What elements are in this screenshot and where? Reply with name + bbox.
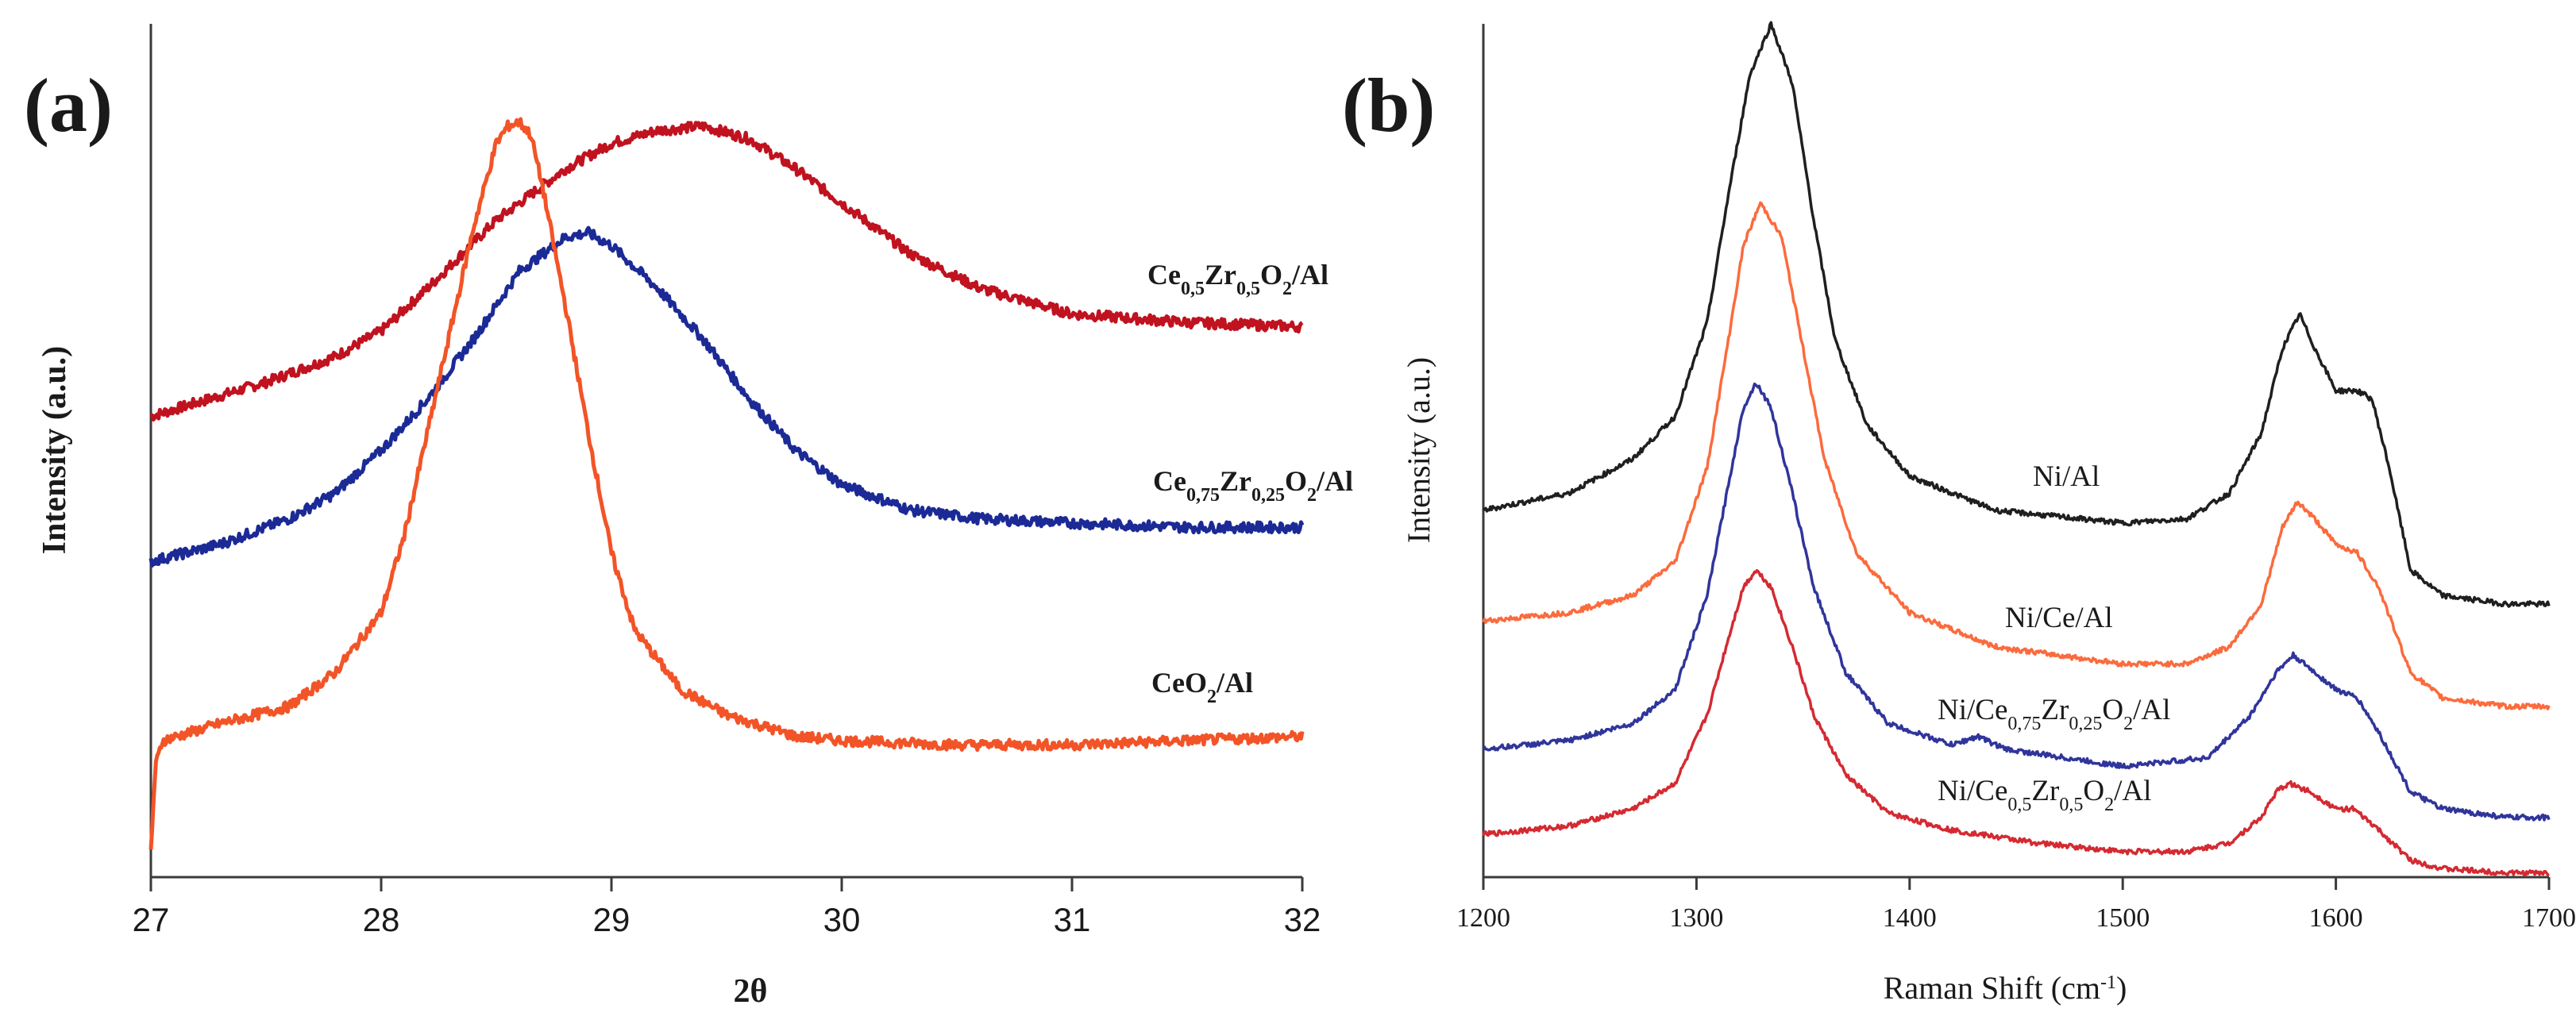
series-line-ce0-5zr0-5o2-al [149,121,1304,422]
series-line-ni-ce0-75zr0-25o2-al [1482,382,2551,822]
x-tick-label: 1500 [2096,903,2150,933]
series-line-ni-ce-al [1482,201,2551,710]
panel-b-chart: 1200 1300 1400 1500 1600 1700 Intensity (a.u.… [1401,21,2576,1006]
series-label-ni-ce05zr05o2-al: Ni/Ce0,5Zr0,5O2/Al [1938,775,2151,815]
panel-a-x-ticks: 27 28 29 30 31 32 [133,877,1321,938]
series-line-ni-al [1482,21,2551,608]
x-tick-label: 28 [363,901,400,938]
x-tick-label: 1600 [2309,903,2363,933]
series-line-ceo2-al [148,117,1305,850]
series-label-ce05zr05o2-al: Ce0,5Zr0,5O2/Al [1147,259,1328,299]
panel-b-letter: (b) [1342,63,1435,148]
x-tick-label: 1200 [1456,903,1510,933]
panel-b-x-axis-title: Raman Shift (cm-1) [1884,970,2127,1006]
series-label-ni-ce-al: Ni/Ce/Al [2005,602,2113,634]
series-label-ni-ce075zr025o2-al: Ni/Ce0,75Zr0,25O2/Al [1938,694,2170,734]
x-tick-label: 1300 [1669,903,1723,933]
series-label-ce075zr025o2-al: Ce0,75Zr0,25O2/Al [1153,465,1353,506]
x-tick-label: 30 [823,901,861,938]
x-tick-label: 32 [1284,901,1321,938]
series-label-ni-al: Ni/Al [2033,460,2100,493]
panel-b-x-ticks: 1200 1300 1400 1500 1600 1700 [1456,877,2576,933]
x-tick-label: 27 [133,901,170,938]
series-label-ceo2-al: CeO2/Al [1151,667,1253,707]
panel-b-series [1482,21,2551,877]
panel-a-y-axis-title: Intensity (a.u.) [37,346,73,555]
panel-a-series [148,117,1305,850]
panel-a-x-axis-title: 2θ [734,973,768,1010]
x-tick-label: 31 [1054,901,1091,938]
panel-a-letter: (a) [24,63,113,148]
series-line-ce0-75zr0-25o2-al [148,225,1305,568]
panel-a-chart: 27 28 29 30 31 32 Intensity (a.u.) 2θ Ce0,5Zr… [37,24,1353,1010]
x-tick-label: 1400 [1883,903,1937,933]
x-tick-label: 29 [593,901,631,938]
panel-b-y-axis-title: Intensity (a.u.) [1401,357,1436,543]
series-line-ni-ce0-5zr0-5o2-al [1482,568,2550,877]
x-tick-label: 1700 [2522,903,2576,933]
